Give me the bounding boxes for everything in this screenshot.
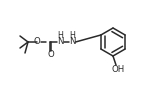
Text: H: H	[69, 31, 75, 40]
Text: N: N	[69, 37, 75, 46]
Text: OH: OH	[111, 66, 125, 74]
Text: O: O	[47, 50, 54, 59]
Text: N: N	[57, 37, 63, 46]
Text: H: H	[57, 31, 63, 40]
Text: O: O	[34, 37, 40, 46]
